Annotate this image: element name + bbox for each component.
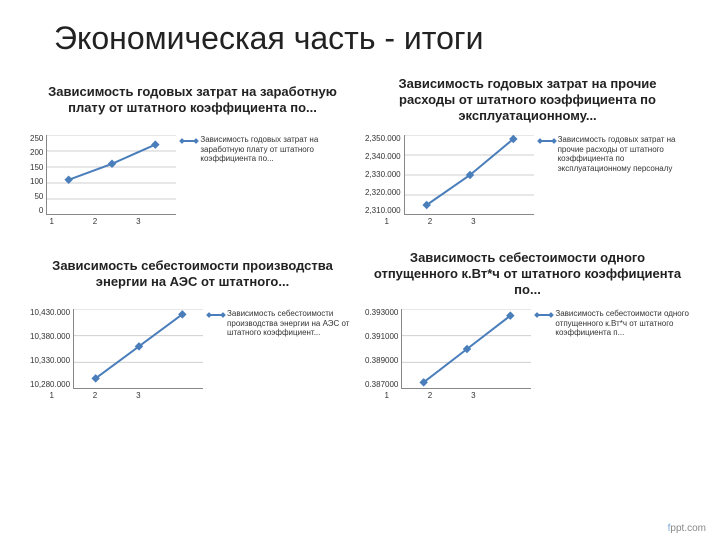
footer-brand: fppt.com [668,523,706,534]
chart-title: Зависимость себестоимости производства э… [30,243,355,305]
y-axis-labels: 0.3930000.3910000.3890000.387000 [365,309,401,389]
x-axis-labels: 123 [365,217,495,226]
chart-title: Зависимость годовых затрат на заработную… [30,69,355,131]
y-axis-labels: 250200150100500 [30,135,46,215]
legend-text: Зависимость себестоимости одного отпущен… [555,309,690,338]
y-axis-labels: 2,350.0002,340.0002,330.0002,320.0002,31… [365,135,404,215]
chart-plot [46,135,176,215]
chart-plot [73,309,203,389]
chart-panel-0: Зависимость годовых затрат на заработную… [30,69,355,235]
chart-area: 2,350.0002,340.0002,330.0002,320.0002,31… [365,135,690,235]
chart-panel-1: Зависимость годовых затрат на прочие рас… [365,69,690,235]
chart-panel-3: Зависимость себестоимости одного отпущен… [365,243,690,409]
chart-legend: Зависимость себестоимости одного отпущен… [531,309,690,409]
legend-swatch [182,140,196,142]
chart-legend: Зависимость годовых затрат на прочие рас… [534,135,690,235]
legend-swatch [209,314,223,316]
chart-legend: Зависимость себестоимости производства э… [203,309,355,409]
legend-text: Зависимость годовых затрат на заработную… [200,135,355,164]
chart-title: Зависимость себестоимости одного отпущен… [365,243,690,305]
x-axis-labels: 123 [30,391,160,400]
chart-area: 0.3930000.3910000.3890000.3870000.393000… [365,309,690,409]
slide: Экономическая часть - итоги Зависимость … [0,0,720,540]
legend-swatch [537,314,551,316]
chart-legend: Зависимость годовых затрат на заработную… [176,135,355,235]
chart-area: 10,430.00010,380.00010,330.00010,280.000… [30,309,355,409]
chart-area: 250200150100500250123Зависимость годовых… [30,135,355,235]
chart-plot [401,309,531,389]
x-axis-labels: 123 [30,217,160,226]
legend-swatch [540,140,554,142]
chart-plot [404,135,534,215]
chart-title: Зависимость годовых затрат на прочие рас… [365,69,690,131]
legend-text: Зависимость себестоимости производства э… [227,309,355,338]
chart-panel-2: Зависимость себестоимости производства э… [30,243,355,409]
page-title: Экономическая часть - итоги [54,20,690,57]
charts-grid: Зависимость годовых затрат на заработную… [30,69,690,409]
y-axis-labels: 10,430.00010,380.00010,330.00010,280.000 [30,309,73,389]
legend-text: Зависимость годовых затрат на прочие рас… [558,135,690,173]
x-axis-labels: 123 [365,391,495,400]
